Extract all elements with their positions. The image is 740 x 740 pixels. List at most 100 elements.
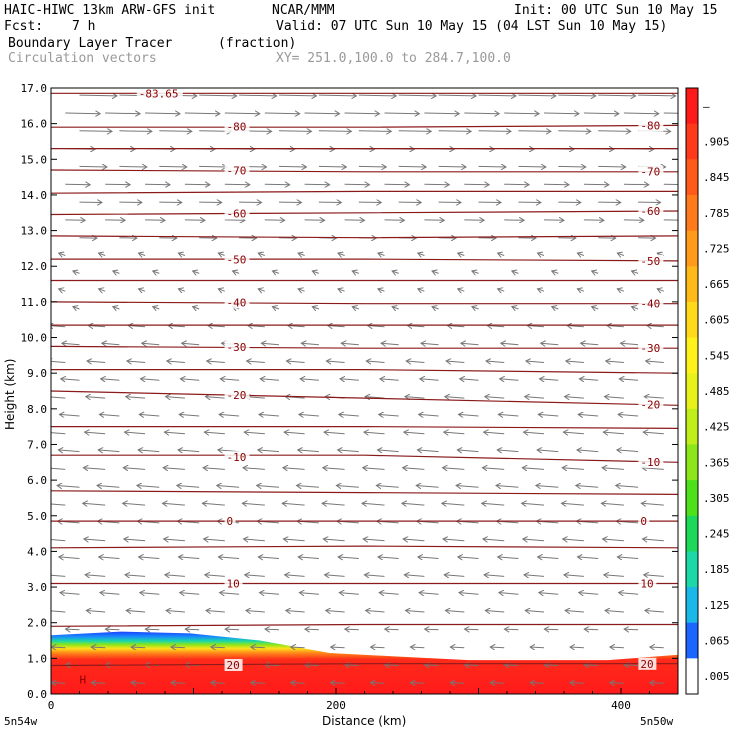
- circulation-vector: [264, 113, 300, 114]
- circulation-vector: [358, 95, 397, 96]
- circulation-vector: [410, 647, 425, 648]
- x-axis-label: Distance (km): [322, 714, 406, 728]
- circulation-vector: [536, 486, 559, 488]
- circulation-vector: [538, 557, 559, 559]
- circulation-vector: [499, 593, 519, 595]
- fcst-value: 7 h: [72, 19, 96, 34]
- circulation-vector: [539, 593, 559, 595]
- circulation-vector: [598, 131, 631, 132]
- circulation-vector: [498, 557, 519, 559]
- circulation-vector: [530, 683, 545, 684]
- contour-label-bg: [224, 451, 250, 464]
- circulation-vector: [579, 593, 599, 595]
- colorbar-swatch: [686, 587, 698, 624]
- circulation-vector: [140, 593, 160, 595]
- circulation-vector: [137, 486, 160, 488]
- circulation-vector: [438, 166, 467, 167]
- circulation-vector: [323, 468, 345, 470]
- contour-line: [51, 169, 678, 173]
- contour-label: 20: [640, 658, 653, 671]
- circulation-vector: [244, 539, 265, 541]
- circulation-vector: [204, 539, 225, 541]
- circulation-vector: [416, 486, 439, 488]
- circulation-vector: [180, 379, 200, 381]
- circulation-vector: [619, 593, 639, 595]
- circulation-vector: [318, 131, 352, 132]
- contour-label-bg: [638, 119, 664, 132]
- vector-field-name: Circulation vectors: [8, 51, 157, 66]
- circulation-vector: [345, 665, 359, 666]
- circulation-vector: [524, 575, 545, 577]
- circulation-vector: [544, 665, 559, 666]
- circulation-vector: [598, 95, 636, 96]
- circulation-vector: [642, 468, 664, 470]
- circulation-vector: [565, 611, 584, 613]
- x-start-location: 5n54w: [4, 715, 37, 728]
- y-tick-label: 4.0: [27, 545, 47, 558]
- circulation-vector: [218, 557, 240, 559]
- circulation-vector: [457, 450, 479, 452]
- circulation-vector: [537, 450, 559, 452]
- circulation-vector: [358, 166, 387, 167]
- circulation-vector: [62, 343, 80, 345]
- y-tick-label: 15.0: [21, 153, 48, 166]
- circulation-vector: [331, 683, 345, 684]
- circulation-vector: [291, 647, 305, 648]
- colorbar-swatch: [686, 658, 698, 695]
- circulation-vector: [345, 629, 359, 630]
- circulation-vector: [632, 271, 639, 273]
- circulation-vector: [123, 468, 146, 470]
- colorbar-label: .485: [703, 385, 730, 398]
- y-tick-label: 9.0: [27, 367, 47, 380]
- circulation-vector: [51, 432, 66, 435]
- circulation-vector: [419, 593, 439, 595]
- circulation-vector: [207, 361, 225, 363]
- circulation-vector: [420, 379, 439, 381]
- circulation-vector: [605, 397, 624, 399]
- circulation-vector: [478, 166, 507, 167]
- circulation-vector: [288, 326, 305, 327]
- y-tick-label: 2.0: [27, 617, 47, 630]
- circulation-vector: [403, 468, 425, 470]
- contour-line: [51, 454, 678, 463]
- circulation-vector: [131, 647, 146, 648]
- colorbar-label: .365: [703, 456, 730, 469]
- circulation-vector: [584, 629, 599, 630]
- circulation-vector: [304, 184, 330, 185]
- circulation-vector: [124, 539, 146, 541]
- colorbar-swatch: [686, 337, 698, 374]
- circulation-vector: [619, 379, 639, 381]
- circulation-vector: [562, 503, 584, 505]
- circulation-vector: [376, 486, 399, 488]
- circulation-vector: [504, 184, 529, 185]
- circulation-vector: [139, 253, 146, 255]
- circulation-vector: [366, 611, 385, 613]
- circulation-vector: [570, 647, 584, 648]
- x-tick-label: 200: [326, 699, 346, 712]
- circulation-vector: [131, 683, 146, 684]
- circulation-vector: [59, 557, 80, 559]
- circulation-vector: [524, 432, 545, 434]
- circulation-vector: [538, 253, 545, 255]
- circulation-vector: [164, 539, 185, 541]
- field-unit: (fraction): [218, 36, 297, 51]
- circulation-vector: [577, 253, 585, 255]
- colorbar-label: –: [703, 100, 710, 113]
- circulation-vector: [643, 432, 664, 434]
- contour-label: 0: [640, 515, 647, 528]
- circulation-vector: [478, 95, 517, 96]
- circulation-vector: [202, 503, 225, 505]
- field-name: Boundary Layer Tracer: [8, 36, 173, 51]
- circulation-vector: [525, 611, 545, 613]
- circulation-vector: [126, 397, 146, 399]
- circulation-vector: [167, 361, 185, 363]
- circulation-vector: [592, 307, 599, 309]
- contour-label: -83.65: [139, 87, 179, 100]
- valid-time: Valid: 07 UTC Sun 10 May 15 (04 LST Sun …: [276, 19, 668, 34]
- contour-label: -20: [227, 389, 247, 402]
- contour-label-bg: [224, 388, 250, 401]
- circulation-vector: [65, 113, 100, 114]
- circulation-vector: [641, 503, 664, 505]
- circulation-vector: [58, 450, 80, 452]
